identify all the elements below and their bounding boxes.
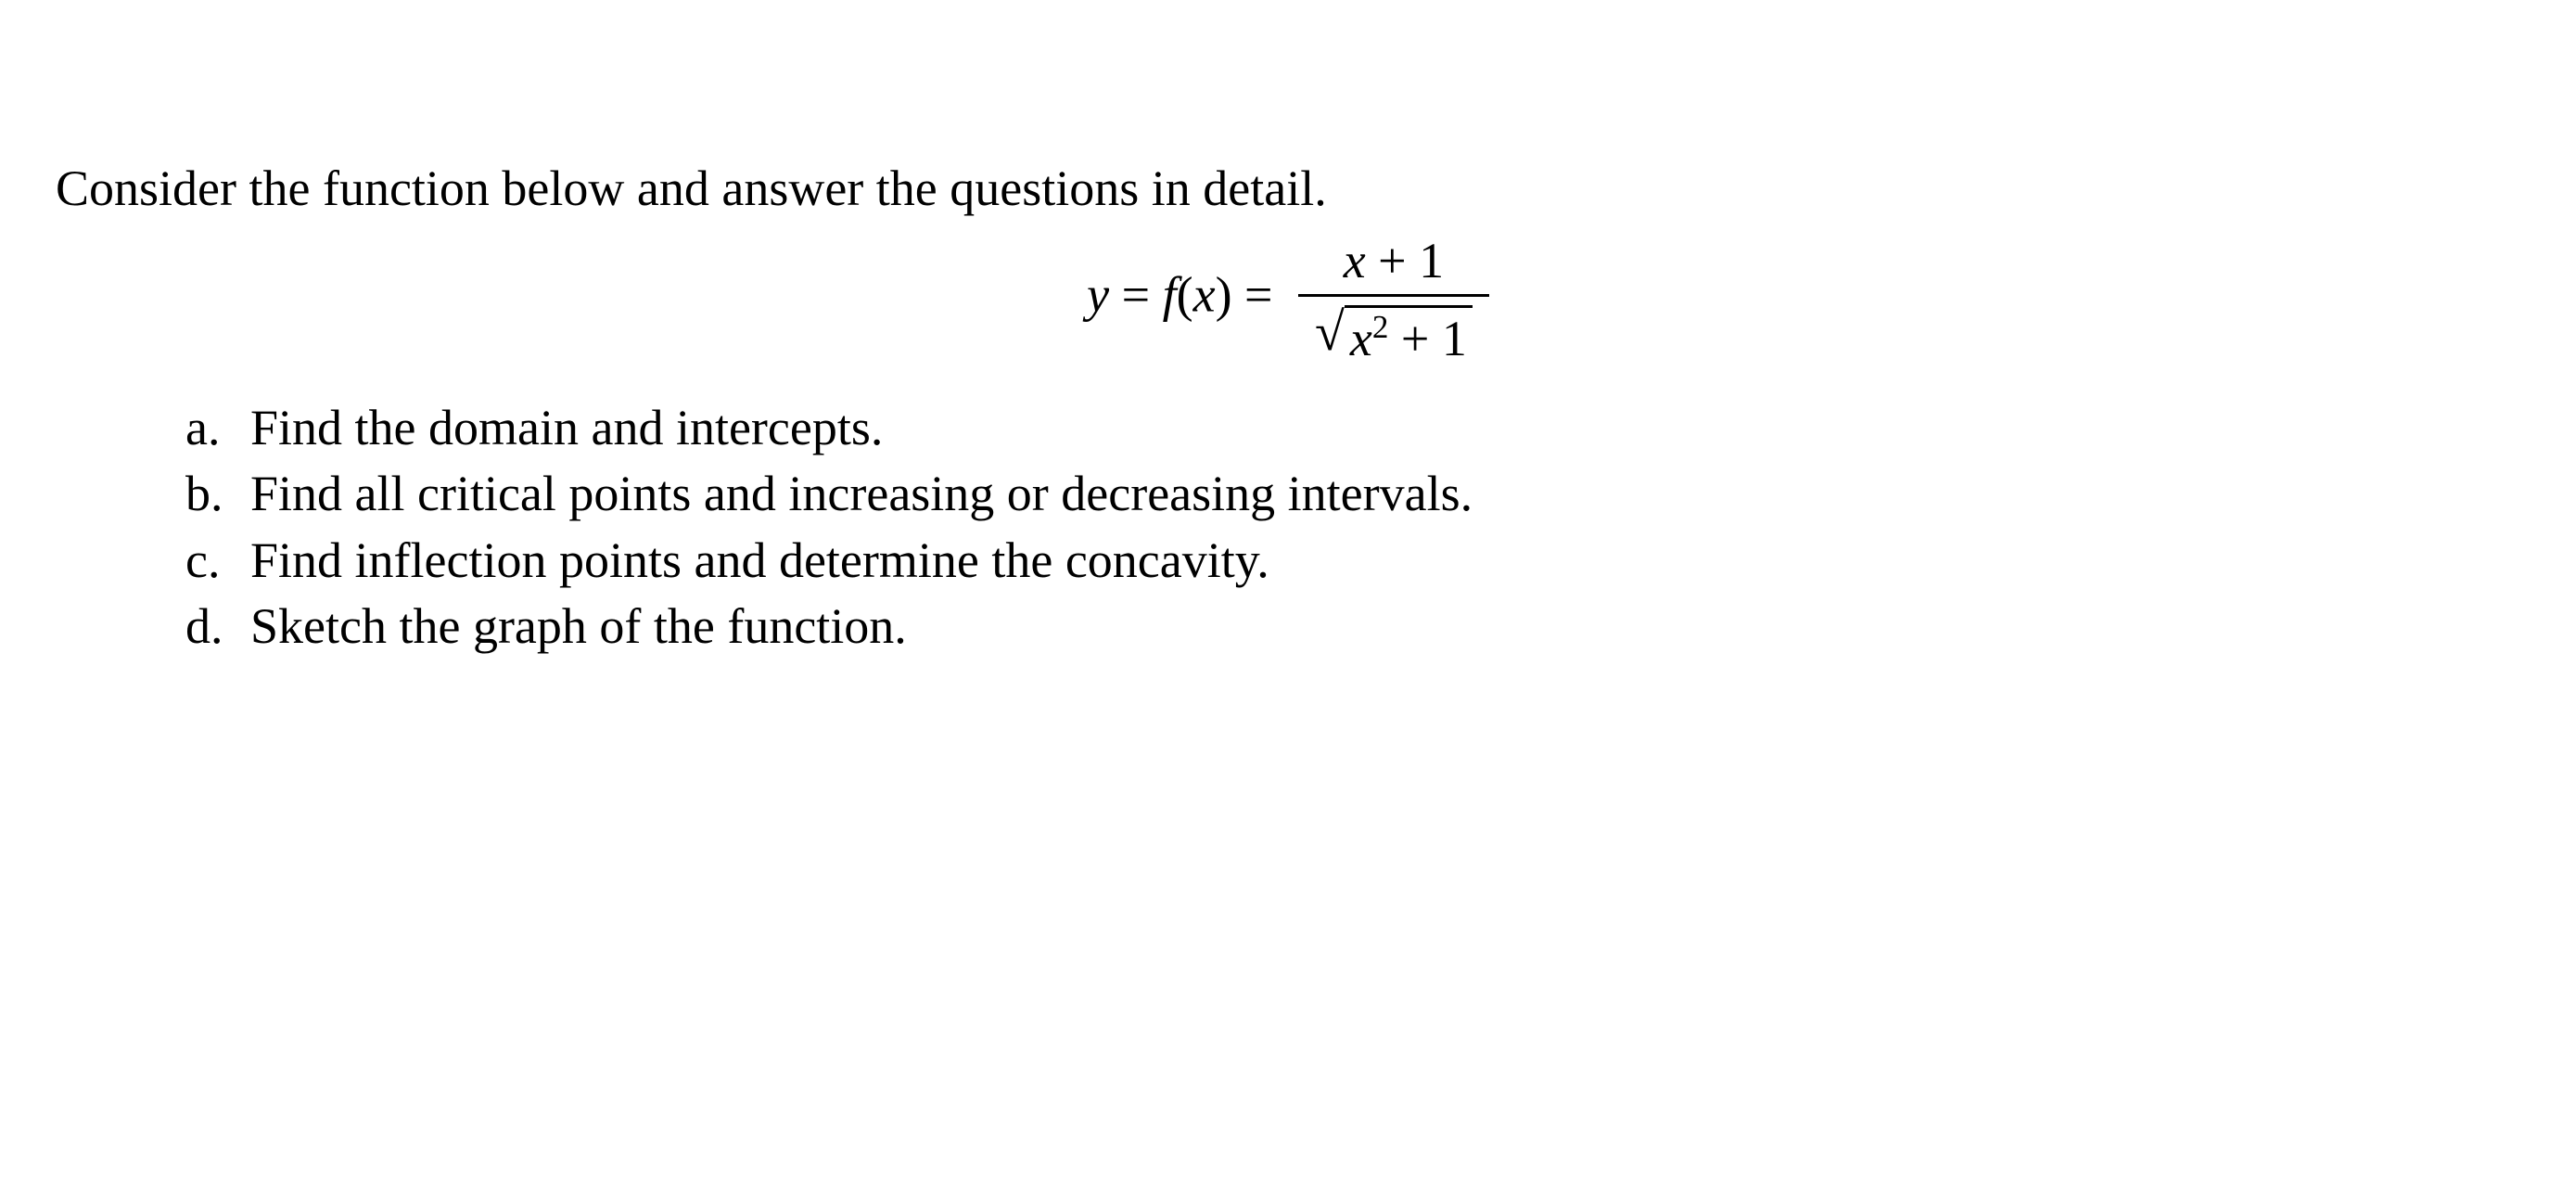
list-item: b. Find all critical points and increasi… (185, 463, 2520, 526)
equation-numerator: x + 1 (1298, 230, 1489, 295)
intro-text: Consider the function below and answer t… (56, 158, 2520, 221)
radical-sign: √ (1315, 305, 1345, 359)
equation: y = f(x) = x + 1 √ x2 + 1 (56, 230, 2520, 369)
equation-denominator: √ x2 + 1 (1298, 294, 1489, 369)
radicand: x2 + 1 (1345, 305, 1473, 369)
equation-fraction: x + 1 √ x2 + 1 (1298, 230, 1489, 369)
exponent: 2 (1372, 309, 1389, 345)
item-text: Sketch the graph of the function. (250, 596, 907, 659)
equation-lhs: y = f(x) = (1087, 266, 1285, 322)
item-label: b. (185, 463, 250, 526)
item-label: a. (185, 397, 250, 460)
radicand-plus: + 1 (1388, 311, 1466, 366)
item-label: d. (185, 596, 250, 659)
item-text: Find the domain and intercepts. (250, 397, 883, 460)
list-item: c. Find inflection points and determine … (185, 530, 2520, 593)
list-item: d. Sketch the graph of the function. (185, 596, 2520, 659)
item-label: c. (185, 530, 250, 593)
sqrt: √ x2 + 1 (1315, 305, 1473, 369)
question-list: a. Find the domain and intercepts. b. Fi… (56, 397, 2520, 659)
list-item: a. Find the domain and intercepts. (185, 397, 2520, 460)
item-text: Find inflection points and determine the… (250, 530, 1269, 593)
item-text: Find all critical points and increasing … (250, 463, 1473, 526)
page: Consider the function below and answer t… (0, 0, 2576, 659)
